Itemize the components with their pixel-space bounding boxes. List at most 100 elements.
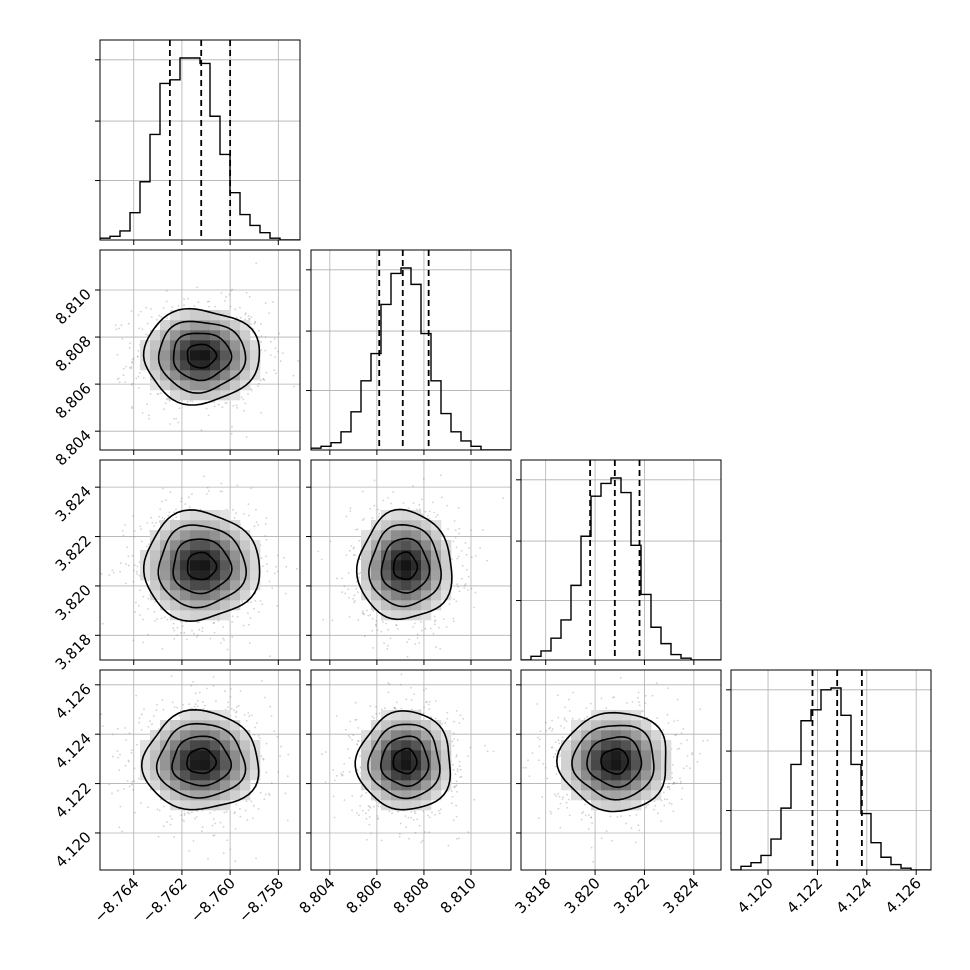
density-cell	[441, 570, 452, 581]
density-cell	[210, 520, 221, 531]
scatter-point	[212, 676, 215, 678]
scatter-point	[136, 573, 138, 575]
density-cell	[190, 770, 201, 781]
scatter-point	[235, 512, 238, 514]
scatter-point	[229, 695, 232, 698]
scatter-point	[253, 607, 255, 610]
density-cell	[240, 330, 251, 341]
scatter-point	[348, 770, 351, 773]
density-cell	[150, 770, 161, 781]
scatter-point	[167, 514, 170, 517]
scatter-point	[357, 740, 360, 742]
density-cell	[240, 740, 251, 751]
scatter-point	[231, 426, 233, 428]
scatter-point	[149, 393, 152, 395]
scatter-point	[307, 552, 309, 554]
scatter-point	[329, 540, 332, 543]
scatter-point	[357, 619, 360, 621]
density-cell	[140, 760, 151, 771]
scatter-point	[151, 723, 153, 726]
scatter-point	[140, 528, 143, 531]
scatter-point	[458, 527, 461, 530]
scatter-point	[153, 525, 156, 527]
scatter-point	[185, 638, 188, 641]
scatter-point	[252, 817, 254, 820]
contour-1	[171, 735, 232, 787]
scatter-point	[469, 746, 472, 749]
scatter-point	[161, 699, 164, 701]
scatter-point	[116, 353, 119, 356]
scatter-point	[147, 633, 150, 636]
scatter-point	[162, 307, 165, 309]
scatter-point	[237, 704, 240, 707]
density-cell	[240, 730, 251, 741]
density-cell	[250, 560, 261, 571]
scatter-point	[130, 366, 133, 368]
scatter-point	[356, 528, 359, 531]
density-cell	[150, 580, 161, 591]
scatter-point	[275, 565, 277, 568]
scatter-point	[130, 749, 133, 751]
density-cell	[170, 570, 181, 581]
scatter-point	[213, 818, 215, 820]
scatter-point	[129, 366, 131, 369]
scatter-point	[268, 580, 271, 583]
scatter-point	[368, 805, 371, 808]
scatter-point	[344, 728, 347, 731]
density-cell	[220, 360, 231, 371]
scatter-point	[112, 571, 115, 574]
scatter-point	[269, 340, 272, 343]
scatter-point	[369, 507, 372, 510]
scatter-point	[371, 517, 374, 519]
scatter-point	[208, 300, 211, 303]
scatter-point	[163, 805, 165, 808]
panel-frame	[520, 459, 722, 661]
scatter-point	[157, 835, 160, 838]
scatter-point	[388, 683, 391, 686]
scatter-point	[148, 417, 151, 420]
scatter-point	[101, 725, 104, 727]
scatter-point	[235, 316, 238, 319]
scatter-point	[139, 589, 142, 592]
density-cell	[381, 600, 392, 611]
scatter-point	[390, 502, 392, 505]
scatter-point	[400, 673, 403, 676]
scatter-point	[213, 401, 216, 404]
density-cell	[230, 380, 241, 391]
scatter-point	[419, 508, 421, 511]
scatter-point	[253, 734, 256, 736]
scatter-point	[453, 720, 455, 723]
scatter-point	[247, 315, 250, 318]
density-cell	[240, 370, 251, 381]
scatter-point	[371, 629, 374, 632]
density-cell	[160, 550, 171, 561]
density-cell	[411, 570, 422, 581]
density-cell	[431, 540, 442, 551]
scatter-point	[250, 487, 253, 490]
density-cell	[190, 330, 201, 341]
density-cell	[190, 800, 201, 811]
scatter-point	[441, 722, 443, 725]
scatter-point	[234, 711, 237, 714]
density-cell	[401, 570, 412, 581]
scatter-point	[249, 617, 252, 619]
contour-2	[155, 722, 247, 799]
scatter-point	[264, 349, 267, 352]
density-cell	[240, 750, 251, 761]
scatter-point	[166, 317, 169, 320]
scatter-point	[486, 750, 489, 752]
density-cell	[411, 600, 422, 611]
scatter-point	[162, 708, 165, 711]
scatter-point	[135, 601, 137, 604]
scatter-point	[373, 717, 375, 720]
density-cell	[401, 590, 412, 601]
scatter-point	[393, 706, 396, 709]
contour-3	[143, 509, 261, 623]
scatter-point	[131, 362, 134, 364]
scatter-point	[377, 805, 380, 808]
density-cell	[170, 800, 181, 811]
scatter-point	[387, 682, 390, 684]
scatter-point	[325, 751, 327, 753]
scatter-point	[341, 774, 343, 777]
scatter-point	[363, 613, 365, 616]
